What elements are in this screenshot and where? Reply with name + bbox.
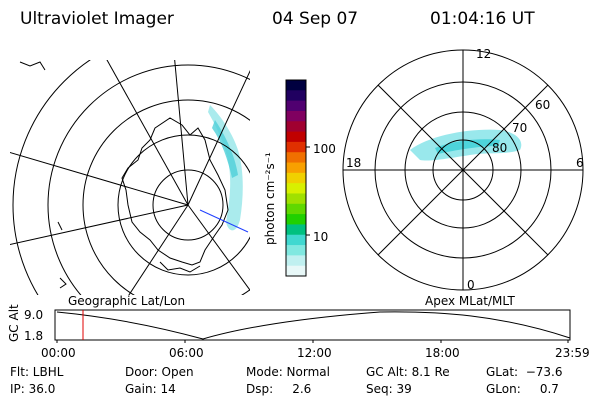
colorbar-segment <box>286 172 306 184</box>
auroral-emission-left <box>208 105 243 231</box>
apex-map <box>342 49 584 291</box>
date-label: 04 Sep 07 <box>272 9 359 29</box>
mlt-label-6: 6 <box>576 156 584 170</box>
colorbar-segment <box>286 121 306 133</box>
lat-label-80: 80 <box>492 141 508 155</box>
coastline-antarctica <box>121 117 229 266</box>
altitude-xtick-1800: 18:00 <box>425 346 460 360</box>
colorbar-segment <box>286 255 306 267</box>
colorbar-segment <box>286 265 306 277</box>
app-title: Ultraviolet Imager <box>20 9 174 29</box>
info-glat: GLat: −73.6 <box>486 365 563 379</box>
latitude-circles <box>12 60 250 295</box>
info-gain: Gain: 14 <box>125 382 176 396</box>
altitude-curve <box>56 311 571 340</box>
meridian-lines <box>10 60 250 295</box>
info-door: Door: Open <box>125 365 194 379</box>
colorbar-segment <box>286 100 306 112</box>
info-flt: Flt: LBHL <box>10 365 64 379</box>
info-gc-alt: GC Alt: 8.1 Re <box>366 365 450 379</box>
colorbar-segment <box>286 131 306 143</box>
lat-label-70: 70 <box>512 121 528 135</box>
altitude-xtick-1200: 12:00 <box>297 346 332 360</box>
info-dsp: Dsp: 2.6 <box>246 382 312 396</box>
left-map-caption: Geographic Lat/Lon <box>68 294 186 308</box>
colorbar-segment <box>286 214 306 225</box>
altitude-ytick-1-8: 1.8 <box>24 329 44 343</box>
colorbar-segment <box>286 234 306 246</box>
colorbar-tick-10: 10 <box>313 230 329 244</box>
altitude-xtick-0000: 00:00 <box>41 346 76 360</box>
info-mode: Mode: Normal <box>246 365 330 379</box>
colorbar-segment <box>286 162 306 174</box>
colorbar-segment <box>286 193 306 205</box>
altitude-xtick-0600: 06:00 <box>169 346 204 360</box>
colorbar-unit-label: photon cm⁻²s⁻¹ <box>263 152 277 245</box>
right-map-caption: Apex MLat/MLT <box>425 294 515 308</box>
colorbar-segment <box>286 183 306 194</box>
mlt-label-0: 0 <box>467 278 475 292</box>
altitude-ylabel: GC Alt <box>7 304 21 342</box>
altitude-ytick-9: 9.0 <box>24 308 44 322</box>
altitude-xtick-2359: 23:59 <box>555 346 590 360</box>
colorbar-segment <box>286 152 306 164</box>
colorbar-tick-100: 100 <box>313 142 336 156</box>
geographic-map <box>10 60 250 295</box>
info-ip: IP: 36.0 <box>10 382 56 396</box>
time-label: 01:04:16 UT <box>430 9 535 29</box>
colorbar-border <box>285 79 307 277</box>
colorbar-segment <box>286 80 306 91</box>
colorbar-segment <box>286 90 306 102</box>
mlt-label-12: 12 <box>476 47 492 61</box>
colorbar-segment <box>286 245 306 256</box>
info-seq: Seq: 39 <box>366 382 412 396</box>
track-line <box>199 209 249 233</box>
info-glon: GLon: 0.7 <box>486 382 559 396</box>
colorbar-segment <box>286 141 306 153</box>
colorbar <box>285 79 310 277</box>
colorbar-segment <box>286 224 306 236</box>
colorbar-segment <box>286 203 306 215</box>
colorbar-segment <box>286 110 306 122</box>
lat-label-60: 60 <box>535 98 551 112</box>
altitude-plot <box>54 309 571 343</box>
mlt-label-18: 18 <box>346 156 362 170</box>
